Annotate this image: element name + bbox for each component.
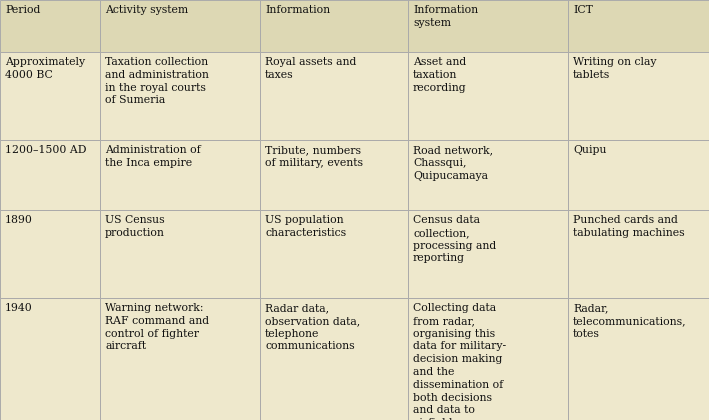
Bar: [408, 140, 568, 210]
Bar: [568, 0, 709, 52]
Bar: [408, 52, 568, 140]
Text: Writing on clay
tablets: Writing on clay tablets: [573, 57, 657, 80]
Bar: [568, 298, 709, 420]
Text: US population
characteristics: US population characteristics: [265, 215, 346, 238]
Bar: [100, 0, 260, 52]
Bar: [260, 0, 408, 52]
Bar: [100, 298, 260, 420]
Text: 1200–1500 AD: 1200–1500 AD: [5, 145, 86, 155]
Text: Asset and
taxation
recording: Asset and taxation recording: [413, 57, 467, 92]
Text: Collecting data
from radar,
organising this
data for military-
decision making
a: Collecting data from radar, organising t…: [413, 303, 506, 420]
Text: Radar data,
observation data,
telephone
communications: Radar data, observation data, telephone …: [265, 303, 360, 352]
Text: Approximately
4000 BC: Approximately 4000 BC: [5, 57, 85, 80]
Bar: [100, 140, 260, 210]
Text: Road network,
Chassqui,
Quipucamaya: Road network, Chassqui, Quipucamaya: [413, 145, 493, 181]
Bar: [260, 52, 408, 140]
Text: 1940: 1940: [5, 303, 33, 313]
Bar: [0, 0, 100, 52]
Bar: [260, 298, 408, 420]
Bar: [100, 210, 260, 298]
Text: Information
system: Information system: [413, 5, 478, 28]
Text: Taxation collection
and administration
in the royal courts
of Sumeria: Taxation collection and administration i…: [105, 57, 209, 105]
Text: 1890: 1890: [5, 215, 33, 225]
Bar: [0, 52, 100, 140]
Text: Warning network:
RAF command and
control of fighter
aircraft: Warning network: RAF command and control…: [105, 303, 209, 352]
Text: Administration of
the Inca empire: Administration of the Inca empire: [105, 145, 201, 168]
Bar: [100, 52, 260, 140]
Text: Royal assets and
taxes: Royal assets and taxes: [265, 57, 357, 80]
Bar: [0, 298, 100, 420]
Bar: [408, 210, 568, 298]
Text: Period: Period: [5, 5, 40, 15]
Text: Quipu: Quipu: [573, 145, 606, 155]
Bar: [0, 140, 100, 210]
Text: ICT: ICT: [573, 5, 593, 15]
Text: Activity system: Activity system: [105, 5, 188, 15]
Bar: [260, 210, 408, 298]
Text: Punched cards and
tabulating machines: Punched cards and tabulating machines: [573, 215, 685, 238]
Text: Radar,
telecommunications,
totes: Radar, telecommunications, totes: [573, 303, 686, 339]
Text: US Census
production: US Census production: [105, 215, 165, 238]
Text: Information: Information: [265, 5, 330, 15]
Bar: [568, 140, 709, 210]
Bar: [568, 52, 709, 140]
Bar: [408, 0, 568, 52]
Text: Census data
collection,
processing and
reporting: Census data collection, processing and r…: [413, 215, 496, 263]
Bar: [0, 210, 100, 298]
Text: Tribute, numbers
of military, events: Tribute, numbers of military, events: [265, 145, 363, 168]
Bar: [408, 298, 568, 420]
Bar: [568, 210, 709, 298]
Bar: [260, 140, 408, 210]
